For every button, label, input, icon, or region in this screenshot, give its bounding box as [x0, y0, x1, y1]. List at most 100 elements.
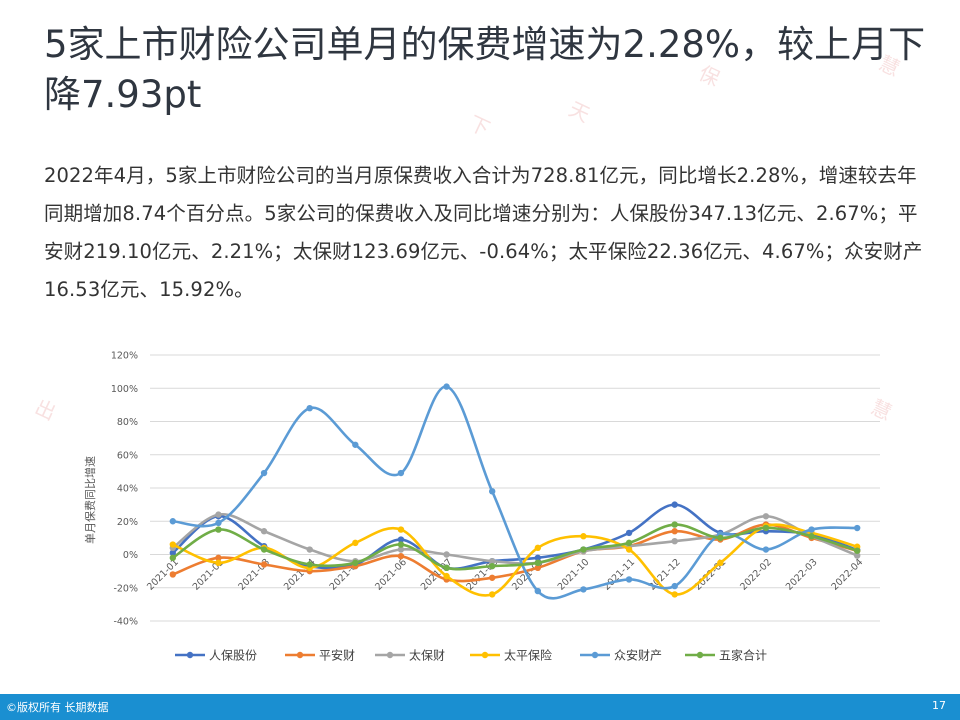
data-point	[534, 587, 542, 595]
legend-label: 太保财	[409, 648, 445, 663]
legend-marker	[186, 651, 194, 659]
data-point	[215, 511, 222, 518]
data-point	[306, 561, 313, 568]
y-tick-label: 40%	[117, 484, 138, 495]
data-point	[625, 576, 633, 583]
data-point	[397, 546, 405, 553]
data-point	[215, 526, 222, 533]
series-众安财产	[169, 383, 861, 600]
data-point	[443, 383, 450, 390]
data-point	[306, 405, 313, 412]
series-太保财	[169, 511, 861, 567]
y-tick-label: 0%	[123, 550, 138, 561]
data-point	[215, 559, 222, 567]
y-tick-label: 120%	[111, 351, 138, 362]
data-point	[397, 552, 405, 560]
data-point	[671, 538, 678, 545]
data-point	[443, 572, 450, 580]
data-point	[260, 528, 268, 535]
data-point	[352, 539, 359, 547]
legend-label: 众安财产	[614, 648, 662, 663]
legend-item: 众安财产	[580, 648, 662, 663]
data-point	[488, 562, 496, 570]
y-tick-label: -40%	[113, 617, 138, 628]
data-point	[762, 524, 770, 532]
page-number: 17	[932, 699, 946, 712]
data-point	[580, 546, 587, 553]
data-point	[397, 541, 405, 548]
data-point	[762, 546, 770, 553]
data-point	[169, 541, 177, 548]
data-point	[717, 534, 724, 542]
y-axis-ticks: -40% -20% 0% 20% 40% 60% 80% 100% 120%	[111, 351, 138, 628]
data-point	[671, 591, 678, 598]
data-point	[169, 549, 177, 557]
data-point	[853, 524, 861, 532]
legend-marker	[591, 651, 599, 659]
chart-legend: 人保股份 平安财 太保财 太平保险 众安财产 五家合计	[175, 648, 767, 663]
footer-copyright: ©版权所有 长期数据	[6, 701, 109, 714]
data-point	[352, 559, 359, 567]
data-point	[762, 513, 770, 520]
data-point	[853, 552, 861, 559]
data-point	[671, 528, 678, 535]
legend-item: 太平保险	[470, 648, 552, 663]
data-point	[808, 526, 815, 533]
legend-label: 人保股份	[209, 649, 257, 663]
data-point	[397, 536, 405, 543]
series-line	[172, 523, 858, 571]
legend-label: 平安财	[319, 648, 355, 663]
data-point	[443, 564, 450, 571]
legend-label: 五家合计	[719, 648, 767, 663]
legend-marker	[296, 651, 304, 659]
data-point	[443, 551, 450, 558]
data-point	[808, 533, 815, 540]
footer-bar: ©版权所有 长期数据 17	[0, 694, 960, 720]
y-tick-label: 20%	[117, 517, 138, 528]
legend-item: 太保财	[375, 648, 445, 663]
series-五家合计	[169, 521, 861, 571]
data-point	[580, 533, 587, 540]
data-point	[169, 554, 177, 562]
data-point	[215, 519, 222, 527]
data-point	[260, 561, 268, 568]
legend-item: 平安财	[285, 648, 355, 663]
data-point	[853, 547, 861, 554]
legend-marker	[481, 651, 489, 659]
data-point	[671, 582, 678, 590]
data-point	[625, 529, 633, 537]
data-point	[625, 539, 633, 547]
summary-paragraph: 2022年4月，5家上市财险公司的当月原保费收入合计为728.81亿元，同比增长…	[44, 164, 923, 301]
y-tick-label: 80%	[117, 417, 138, 428]
growth-line-chart: -40%-20%0%20%40%60%80%100%120% 单月保费同比增速 …	[83, 351, 880, 663]
legend-marker	[386, 651, 394, 659]
data-point	[671, 501, 678, 508]
data-point	[488, 591, 496, 598]
data-point	[534, 559, 542, 567]
data-point	[488, 574, 496, 581]
data-point	[169, 571, 177, 578]
data-point	[671, 521, 678, 528]
series-lines	[169, 383, 861, 600]
data-point	[488, 557, 496, 565]
data-point	[397, 526, 405, 533]
data-point	[306, 546, 313, 553]
data-point	[397, 469, 405, 477]
data-point	[169, 518, 177, 525]
y-tick-label: -20%	[113, 583, 138, 594]
data-point	[534, 564, 542, 571]
y-tick-label: 100%	[111, 384, 138, 395]
chart-gridlines	[150, 354, 880, 622]
legend-label: 太平保险	[504, 648, 552, 663]
legend-item: 人保股份	[175, 649, 257, 663]
data-point	[625, 546, 633, 553]
legend-item: 五家合计	[685, 648, 767, 663]
y-axis-label: 单月保费同比增速	[83, 456, 97, 544]
data-point	[260, 546, 268, 553]
data-point	[534, 554, 542, 562]
data-point	[534, 544, 542, 552]
data-point	[260, 469, 268, 477]
data-point	[488, 488, 496, 495]
series-line	[172, 512, 858, 565]
data-point	[215, 554, 222, 562]
